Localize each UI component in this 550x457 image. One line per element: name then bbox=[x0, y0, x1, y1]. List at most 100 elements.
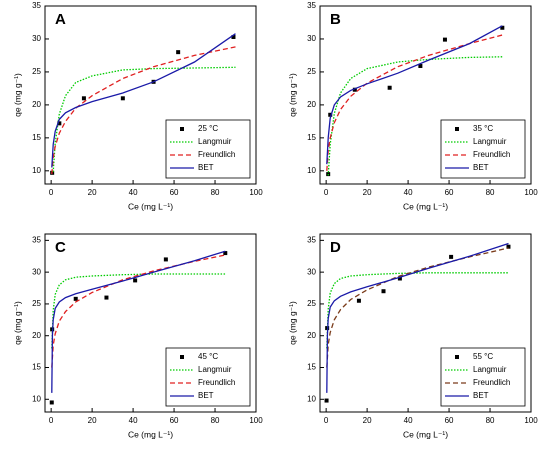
plot bbox=[49, 250, 228, 405]
panel: 0 20 40 60 80 100 10 15 20 25 30 35 Ce (mg L⁻¹) qe (m… bbox=[12, 233, 263, 439]
y-tick-label: 15 bbox=[32, 363, 41, 372]
curve bbox=[326, 242, 509, 393]
point bbox=[133, 278, 138, 283]
x-tick-label: 20 bbox=[363, 416, 372, 425]
point bbox=[176, 50, 181, 55]
x-tick-label: 0 bbox=[49, 416, 54, 425]
y-axis-label: qe (mg g⁻¹) bbox=[12, 73, 22, 117]
x-tick-label: 100 bbox=[524, 416, 538, 425]
point bbox=[120, 96, 125, 101]
plot-frame bbox=[44, 5, 257, 185]
point bbox=[387, 85, 392, 90]
x-tick-label: 80 bbox=[486, 188, 495, 197]
curve bbox=[326, 25, 503, 165]
legend-label: BET bbox=[198, 163, 214, 172]
plot bbox=[50, 33, 236, 175]
panel-label: B bbox=[330, 11, 341, 28]
point bbox=[49, 400, 54, 405]
x-tick-label: 100 bbox=[249, 416, 263, 425]
legend-label: BET bbox=[198, 391, 214, 400]
y-tick-label: 35 bbox=[307, 1, 316, 10]
x-tick-label: 20 bbox=[363, 188, 372, 197]
legend-label: Freundlich bbox=[198, 150, 235, 159]
legend-marker bbox=[180, 127, 184, 131]
y-tick-label: 35 bbox=[32, 235, 41, 244]
point bbox=[449, 254, 454, 259]
y-tick-label: 15 bbox=[307, 133, 316, 142]
point bbox=[397, 276, 402, 281]
y-tick-label: 15 bbox=[307, 363, 316, 372]
curve bbox=[326, 34, 503, 171]
point bbox=[163, 257, 168, 262]
legend-marker bbox=[455, 355, 459, 359]
point bbox=[352, 87, 357, 92]
x-tick-label: 100 bbox=[249, 188, 263, 197]
legend-label: Freundlich bbox=[198, 378, 235, 387]
y-axis-label: qe (mg g⁻¹) bbox=[12, 301, 22, 345]
y-tick-label: 10 bbox=[307, 394, 316, 403]
y-axis-label: qe (mg g⁻¹) bbox=[287, 301, 297, 345]
x-axis-label: Ce (mg L⁻¹) bbox=[403, 429, 448, 439]
x-tick-label: 100 bbox=[524, 188, 538, 197]
point bbox=[57, 121, 62, 126]
y-axis-label: qe (mg g⁻¹) bbox=[287, 73, 297, 117]
curve bbox=[51, 273, 226, 349]
y-tick-label: 15 bbox=[32, 133, 41, 142]
y-tick-label: 10 bbox=[307, 166, 316, 175]
point bbox=[328, 112, 333, 117]
y-tick-label: 35 bbox=[307, 235, 316, 244]
y-tick-label: 25 bbox=[307, 299, 316, 308]
point bbox=[442, 37, 447, 42]
legend-label: 45 °C bbox=[198, 352, 218, 361]
legend-label: Langmuir bbox=[198, 137, 232, 146]
legend-label: Freundlich bbox=[473, 378, 510, 387]
y-tick-label: 10 bbox=[32, 166, 41, 175]
point bbox=[73, 296, 78, 301]
x-tick-label: 60 bbox=[445, 188, 454, 197]
x-tick-label: 20 bbox=[88, 188, 97, 197]
y-tick-label: 20 bbox=[307, 100, 316, 109]
y-tick-label: 30 bbox=[307, 267, 316, 276]
point bbox=[231, 34, 236, 39]
y-tick-label: 25 bbox=[307, 67, 316, 76]
legend-marker bbox=[455, 127, 459, 131]
panel-label: D bbox=[330, 239, 341, 256]
curve bbox=[326, 247, 509, 368]
x-tick-label: 80 bbox=[486, 416, 495, 425]
y-tick-label: 30 bbox=[32, 34, 41, 43]
plot bbox=[326, 25, 505, 177]
panel-label: A bbox=[55, 11, 66, 28]
y-tick-label: 20 bbox=[307, 331, 316, 340]
plot bbox=[324, 242, 511, 403]
point bbox=[500, 25, 505, 30]
y-tick-label: 20 bbox=[32, 331, 41, 340]
legend-label: 25 °C bbox=[198, 124, 218, 133]
x-tick-label: 40 bbox=[404, 416, 413, 425]
point bbox=[223, 251, 228, 256]
legend-label: 35 °C bbox=[473, 124, 493, 133]
x-tick-label: 80 bbox=[211, 188, 220, 197]
curve bbox=[52, 66, 236, 173]
panel-label: C bbox=[55, 239, 66, 256]
curve bbox=[51, 250, 226, 393]
x-tick-label: 60 bbox=[170, 416, 179, 425]
panel: 0 20 40 60 80 100 10 15 20 25 30 35 Ce (mg L⁻¹) qe (m… bbox=[287, 233, 538, 439]
y-tick-label: 20 bbox=[32, 100, 41, 109]
x-tick-label: 0 bbox=[49, 188, 54, 197]
point bbox=[81, 96, 86, 101]
y-tick-label: 35 bbox=[32, 1, 41, 10]
y-tick-label: 30 bbox=[307, 34, 316, 43]
legend-marker bbox=[180, 355, 184, 359]
plot-frame bbox=[319, 233, 532, 413]
x-tick-label: 40 bbox=[404, 188, 413, 197]
y-tick-label: 30 bbox=[32, 267, 41, 276]
x-axis-label: Ce (mg L⁻¹) bbox=[403, 201, 448, 211]
panel: 0 20 40 60 80 100 10 15 20 25 30 35 Ce (mg L⁻¹) qe (m… bbox=[12, 1, 263, 211]
plot-frame bbox=[319, 5, 532, 185]
legend-label: BET bbox=[473, 163, 489, 172]
curve bbox=[51, 46, 236, 175]
x-tick-label: 40 bbox=[129, 188, 138, 197]
point bbox=[104, 295, 109, 300]
point bbox=[324, 398, 329, 403]
